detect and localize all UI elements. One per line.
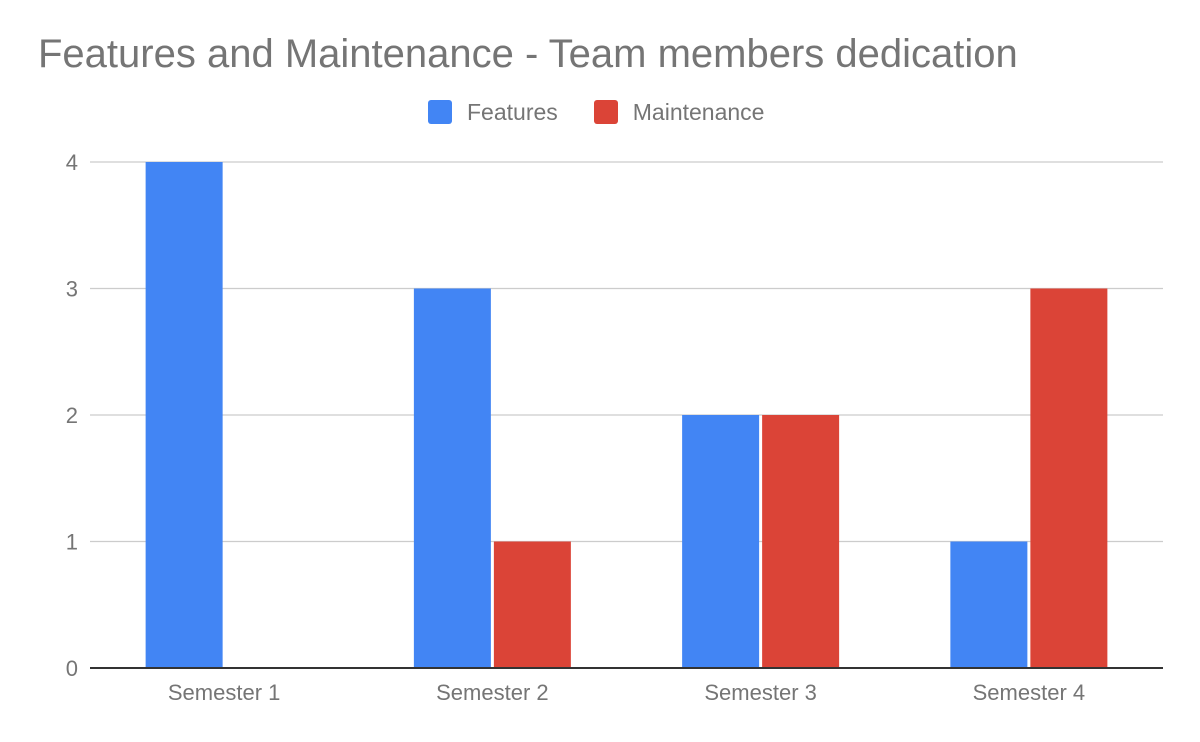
legend-label-maintenance: Maintenance [632,98,765,125]
x-tick-label: Semester 4 [973,680,1086,705]
legend-label-features: Features [467,98,558,125]
legend-swatch-maintenance [593,100,618,124]
bar-features-3[interactable] [682,415,760,668]
x-tick-label: Semester 1 [168,680,281,705]
bar-maintenance-3[interactable] [762,415,840,668]
legend: Features Maintenance [428,98,764,126]
y-tick-label: 0 [66,656,78,681]
bar-maintenance-2[interactable] [493,541,571,669]
bar-features-1[interactable] [145,162,223,668]
legend-item-maintenance[interactable]: Maintenance [593,98,765,126]
bar-features-4[interactable] [950,541,1028,669]
bar-features-2[interactable] [413,288,491,669]
legend-swatch-features [428,100,452,124]
y-tick-label: 4 [66,150,78,175]
legend-item-features[interactable]: Features [428,99,558,126]
x-tick-label: Semester 2 [436,680,549,705]
x-tick-label: Semester 3 [704,680,817,705]
y-tick-label: 1 [66,530,78,555]
y-tick-label: 2 [66,403,78,428]
y-tick-label: 3 [66,277,78,302]
bar-maintenance-4[interactable] [1030,288,1108,669]
chart-title: Features and Maintenance - Team members … [38,32,1018,76]
